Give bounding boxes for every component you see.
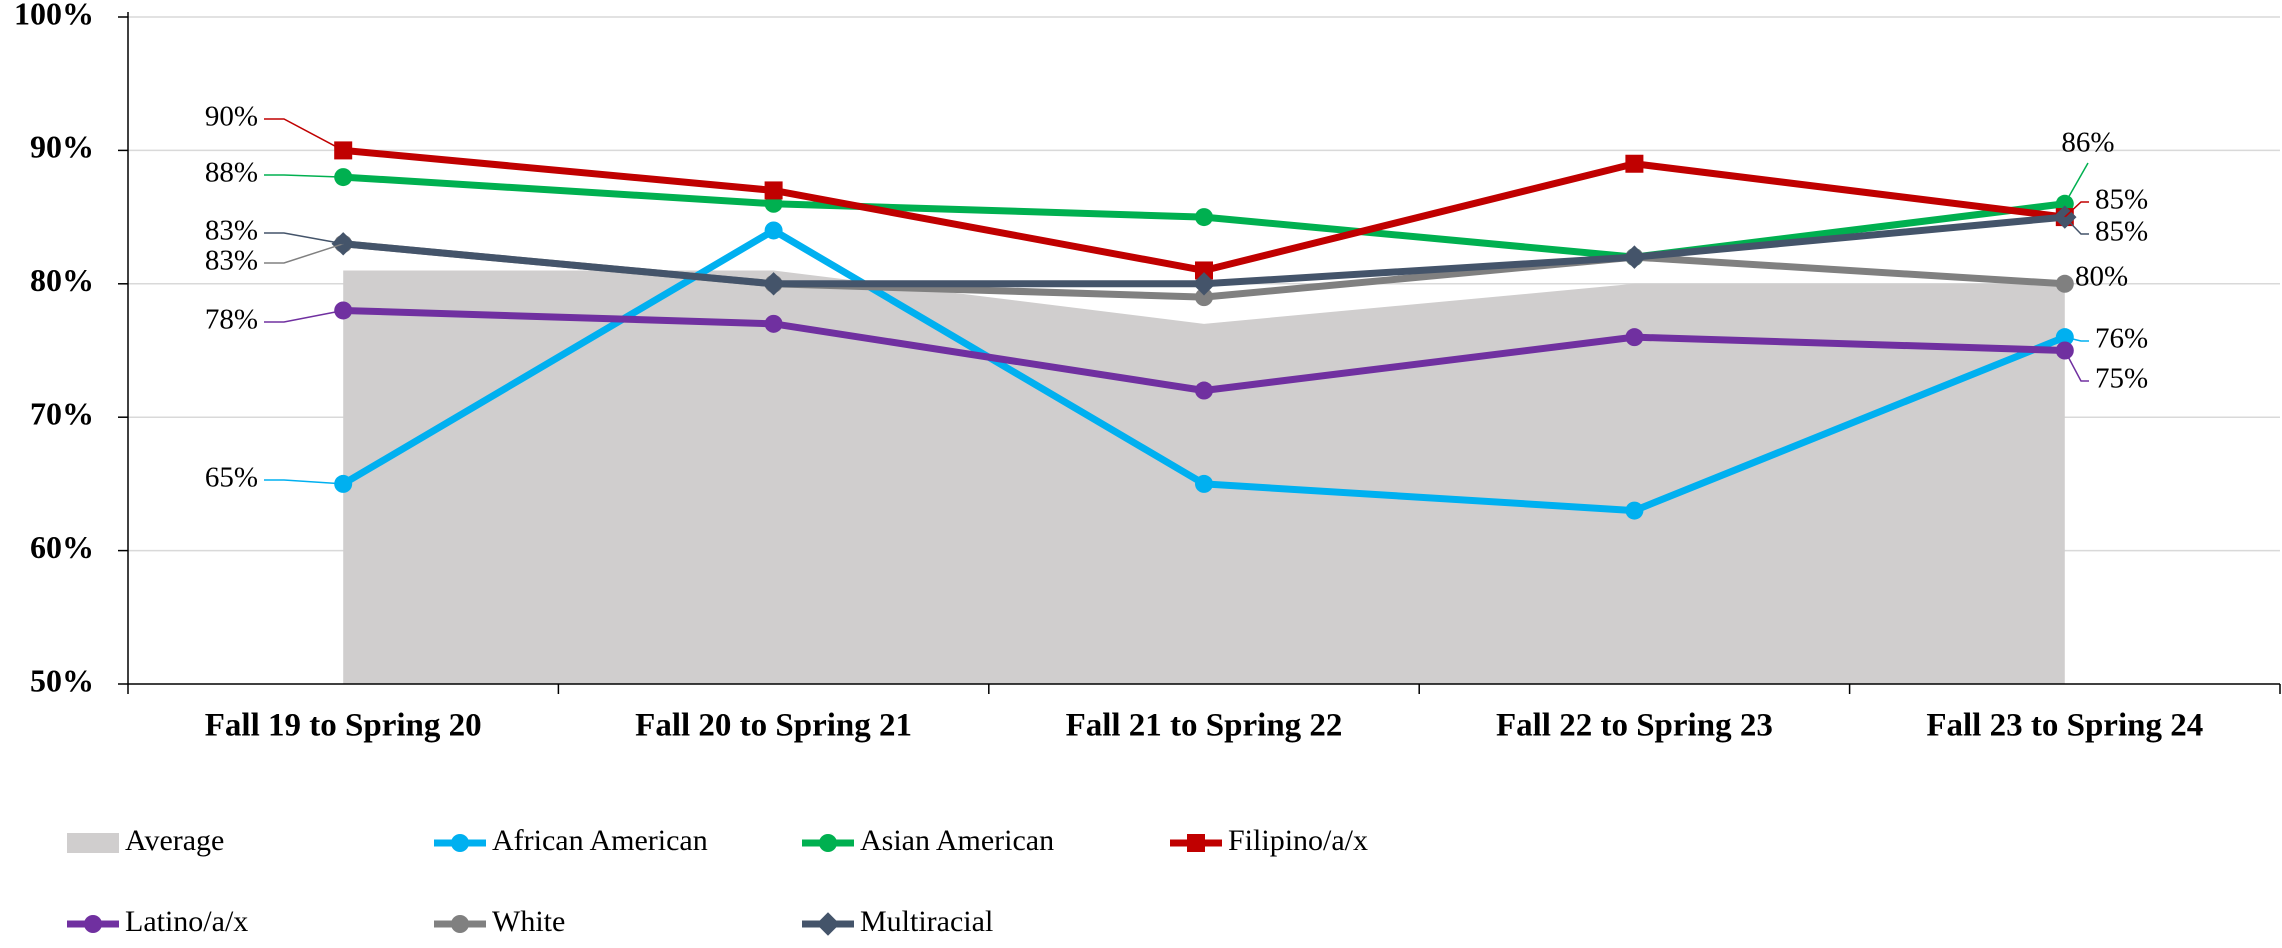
point-marker	[764, 181, 783, 200]
leader-line	[264, 118, 344, 152]
leader-line	[2064, 162, 2089, 205]
x-tick-label: Fall 20 to Spring 21	[635, 708, 912, 744]
legend-label: Asian American	[860, 824, 1054, 857]
x-tick-label: Fall 19 to Spring 20	[205, 708, 482, 744]
leader-line	[2064, 350, 2089, 382]
leader-line	[2059, 278, 2069, 285]
y-tick-label: 80%	[30, 262, 94, 298]
legend-label: Average	[125, 824, 224, 857]
leader-line	[264, 309, 344, 323]
legend-item: African American	[434, 824, 708, 857]
point-marker	[1625, 501, 1644, 520]
legend-marker	[1187, 834, 1205, 852]
data-label: 83%	[205, 215, 258, 247]
data-label: 80%	[2075, 261, 2128, 293]
data-label: 88%	[205, 157, 258, 189]
y-tick-label: 100%	[14, 0, 94, 31]
legend-marker	[84, 915, 102, 933]
legend-label: White	[492, 905, 565, 938]
point-marker	[764, 314, 783, 333]
point-marker	[1192, 272, 1216, 296]
legend-marker	[816, 912, 840, 936]
legend-item: Filipino/a/x	[1170, 824, 1368, 857]
legend-item: White	[434, 905, 565, 938]
legend-marker	[451, 834, 469, 852]
data-label: 90%	[205, 101, 258, 133]
legend-label: Filipino/a/x	[1228, 824, 1368, 857]
legend-item: Multiracial	[802, 905, 993, 938]
point-marker	[1195, 288, 1213, 307]
data-label: 75%	[2095, 363, 2148, 395]
leader-line	[2064, 201, 2089, 218]
point-marker	[1625, 154, 1644, 173]
data-label: 85%	[2095, 184, 2148, 216]
data-label: 83%	[205, 245, 258, 277]
legend-label: Multiracial	[860, 905, 993, 938]
legend-item: Average	[67, 824, 224, 857]
legend-marker	[451, 915, 469, 933]
y-tick-label: 90%	[30, 129, 94, 165]
data-label: 65%	[205, 462, 258, 494]
legend-item: Latino/a/x	[67, 905, 248, 938]
leader-line	[264, 232, 344, 245]
legend-label: African American	[492, 824, 708, 857]
legend-item: Asian American	[802, 824, 1054, 857]
data-label: 76%	[2095, 323, 2148, 355]
x-tick-label: Fall 23 to Spring 24	[1926, 708, 2203, 744]
y-tick-label: 70%	[30, 396, 94, 432]
y-tick-label: 50%	[30, 662, 94, 698]
y-tick-label: 60%	[30, 529, 94, 565]
x-tick-label: Fall 21 to Spring 22	[1066, 708, 1343, 744]
leader-line	[2064, 216, 2089, 235]
point-marker	[1195, 381, 1213, 400]
leader-line	[264, 174, 344, 178]
legend-swatch	[67, 833, 119, 853]
point-marker	[1625, 328, 1644, 347]
leader-line	[264, 479, 344, 485]
point-marker	[1195, 474, 1213, 493]
data-label: 85%	[2095, 216, 2148, 248]
legend-marker	[819, 834, 837, 852]
x-tick-label: Fall 22 to Spring 23	[1496, 708, 1773, 744]
point-marker	[764, 221, 783, 240]
data-label: 78%	[205, 304, 258, 336]
point-marker	[761, 272, 786, 296]
point-marker	[1195, 261, 1213, 280]
point-marker	[1622, 245, 1647, 269]
leader-line	[264, 243, 344, 264]
point-marker	[1195, 208, 1213, 227]
data-label: 86%	[2061, 127, 2114, 159]
leader-line	[2064, 336, 2089, 342]
legend-label: Latino/a/x	[125, 905, 248, 938]
